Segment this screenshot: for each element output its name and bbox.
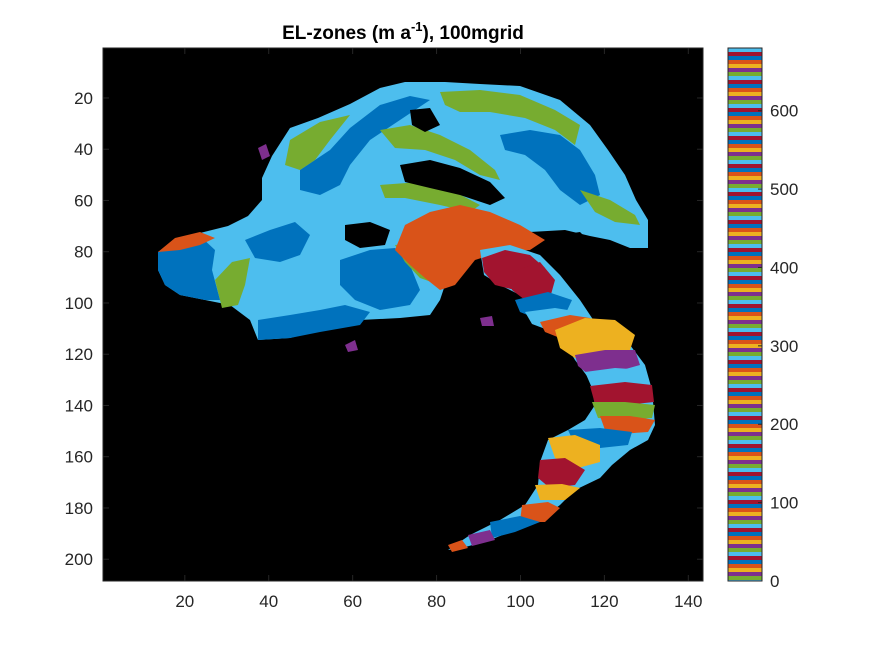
colorbar-axis: 0 100 200 300 400 500 600 — [758, 102, 798, 591]
x-tick-label: 100 — [506, 592, 534, 611]
zone-region — [512, 262, 555, 300]
colorbar-tick-label: 200 — [770, 415, 798, 434]
zone-region — [440, 90, 580, 145]
axes-box — [102, 47, 704, 582]
y-tick-label: 100 — [65, 294, 93, 313]
zone-region — [500, 130, 600, 205]
zone-region — [448, 245, 655, 550]
x-tick-label: 120 — [590, 592, 618, 611]
x-axis: 20 40 60 80 100 120 140 — [175, 48, 703, 611]
zone-region — [590, 382, 654, 405]
x-tick-label: 20 — [175, 592, 194, 611]
zone-region — [215, 258, 250, 308]
y-tick-label: 160 — [65, 448, 93, 467]
heatmap-image — [158, 82, 655, 552]
zone-region — [395, 205, 545, 290]
y-tick-label: 120 — [65, 345, 93, 364]
zone-region — [400, 160, 505, 205]
y-axis: 20 40 60 80 100 120 140 160 180 200 — [65, 89, 703, 569]
x-tick-label: 40 — [259, 592, 278, 611]
zone-region — [480, 316, 494, 326]
zone-region — [535, 484, 580, 500]
zone-region — [490, 516, 540, 538]
x-tick-label: 60 — [343, 592, 362, 611]
zone-region — [555, 318, 635, 358]
y-tick-label: 180 — [65, 499, 93, 518]
y-tick-label: 60 — [74, 191, 93, 210]
zone-region — [380, 182, 480, 212]
colorbar-tick-label: 300 — [770, 337, 798, 356]
y-tick-label: 200 — [65, 550, 93, 569]
y-tick-label: 20 — [74, 89, 93, 108]
zone-region — [245, 222, 310, 262]
zone-region — [468, 530, 495, 546]
zone-region — [580, 190, 640, 225]
zone-region — [158, 236, 220, 300]
zone-region — [380, 125, 500, 180]
colorbar-tick-label: 0 — [770, 572, 779, 591]
zone-region — [592, 402, 655, 420]
zone-region — [285, 115, 350, 170]
y-tick-label: 40 — [74, 140, 93, 159]
zone-region — [345, 222, 390, 248]
colorbar-tick-label: 600 — [770, 102, 798, 121]
zone-region — [448, 540, 468, 552]
colorbar — [727, 47, 763, 582]
zone-region — [410, 108, 440, 132]
zone-region — [340, 248, 420, 310]
zone-region — [258, 305, 370, 340]
colorbar-tick-label: 100 — [770, 494, 798, 513]
colorbar-tick-label: 500 — [770, 180, 798, 199]
zone-region — [538, 458, 585, 488]
y-tick-label: 80 — [74, 243, 93, 262]
x-tick-label: 140 — [674, 592, 702, 611]
colorbar-tick-label: 400 — [770, 258, 798, 277]
chart-title: EL-zones (m a-1), 100mgrid — [282, 19, 524, 44]
zone-region — [300, 96, 430, 195]
zone-region — [258, 144, 270, 160]
zone-region — [345, 340, 358, 352]
zone-region — [158, 232, 215, 252]
zone-region — [520, 502, 560, 522]
y-tick-label: 140 — [65, 396, 93, 415]
zone-region — [575, 350, 640, 374]
zone-region — [600, 416, 655, 434]
x-tick-label: 80 — [427, 592, 446, 611]
zone-region — [560, 232, 590, 248]
